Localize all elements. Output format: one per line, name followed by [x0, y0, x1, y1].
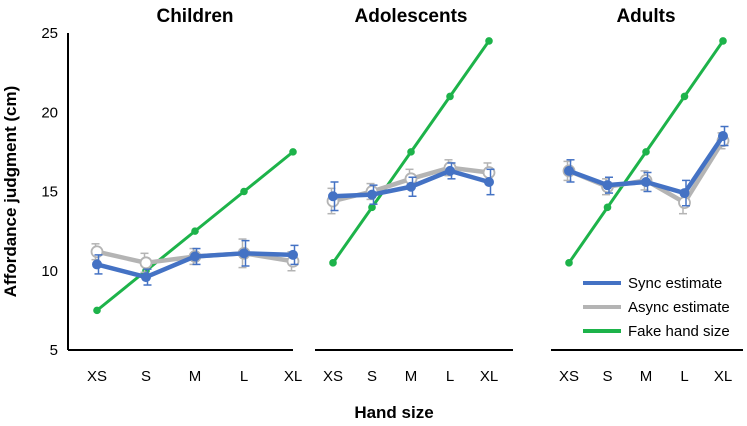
x-tick-label-adults-m: M: [640, 368, 653, 385]
legend-label-fake-hand-size: Fake hand size: [628, 323, 730, 340]
point-children-sync-estimate-0: [92, 259, 102, 270]
point-adolescents-fake-hand-size-3: [446, 92, 454, 101]
x-axis-label: Hand size: [354, 403, 433, 422]
point-adolescents-fake-hand-size-0: [329, 259, 337, 267]
legend: Sync estimate Async estimate Fake hand siz…: [583, 275, 730, 340]
x-tick-label-adolescents-m: M: [405, 368, 418, 385]
point-adolescents-sync-estimate-0: [328, 191, 338, 202]
point-adults-sync-estimate-0: [564, 165, 574, 176]
point-adults-fake-hand-size-2: [642, 148, 650, 156]
point-adolescents-fake-hand-size-2: [407, 148, 415, 156]
point-children-fake-hand-size-3: [240, 187, 248, 196]
x-tick-label-children-s: S: [141, 368, 151, 385]
x-tick-label-children-xl: XL: [284, 368, 302, 385]
panel-title-adults: Adults: [616, 6, 675, 27]
point-adolescents-sync-estimate-4: [484, 176, 494, 187]
x-tick-label-adults-xl: XL: [714, 368, 732, 385]
point-adults-fake-hand-size-0: [565, 259, 573, 267]
point-adolescents-sync-estimate-1: [367, 189, 377, 200]
x-tick-label-adults-s: S: [602, 368, 612, 385]
point-children-fake-hand-size-4: [289, 148, 297, 156]
y-tick-label-20: 20: [41, 104, 58, 121]
point-children-sync-estimate-4: [288, 249, 298, 260]
point-children-sync-estimate-2: [190, 251, 200, 262]
axes-layer: [67, 33, 743, 351]
x-tick-label-children-m: M: [189, 368, 202, 385]
point-adults-sync-estimate-1: [602, 180, 613, 191]
point-children-async-estimate-1: [139, 256, 153, 270]
point-adults-fake-hand-size-3: [680, 92, 689, 101]
x-tick-label-adolescents-s: S: [367, 368, 377, 385]
x-tick-label-adolescents-xl: XL: [480, 368, 498, 385]
legend-label-sync-estimate: Sync estimate: [628, 275, 722, 292]
point-adolescents-sync-estimate-3: [445, 165, 455, 176]
legend-label-async-estimate: Async estimate: [628, 299, 730, 316]
panel-title-adolescents: Adolescents: [355, 6, 468, 27]
point-children-fake-hand-size-2: [191, 227, 199, 235]
point-adults-sync-estimate-2: [641, 176, 651, 187]
point-children-sync-estimate-3: [239, 248, 249, 259]
point-adolescents-sync-estimate-2: [406, 181, 416, 192]
x-tick-label-adolescents-xs: XS: [323, 368, 343, 385]
point-adults-sync-estimate-3: [679, 188, 690, 199]
point-adults-fake-hand-size-1: [603, 203, 612, 212]
x-tick-label-adults-xs: XS: [559, 368, 579, 385]
y-tick-label-10: 10: [41, 263, 58, 280]
point-children-sync-estimate-1: [141, 272, 151, 283]
y-tick-label-25: 25: [41, 25, 58, 42]
point-children-fake-hand-size-0: [93, 306, 101, 315]
x-tick-label-adults-l: L: [680, 368, 688, 385]
y-tick-label-15: 15: [41, 184, 58, 201]
y-tick-label-5: 5: [50, 342, 58, 359]
point-adolescents-fake-hand-size-1: [368, 203, 376, 212]
labels-layer: 5 10 15 20 25 Affordance judgment (cm) Hand si…: [1, 6, 732, 422]
point-adults-sync-estimate-4: [718, 131, 728, 142]
point-adults-fake-hand-size-4: [719, 37, 727, 45]
x-tick-label-children-xs: XS: [87, 368, 107, 385]
series-layer: [90, 37, 730, 315]
x-tick-label-children-l: L: [240, 368, 248, 385]
y-axis-label: Affordance judgment (cm): [1, 86, 20, 298]
panel-title-children: Children: [156, 6, 233, 27]
x-tick-label-adolescents-l: L: [446, 368, 454, 385]
point-adolescents-fake-hand-size-4: [485, 37, 493, 45]
